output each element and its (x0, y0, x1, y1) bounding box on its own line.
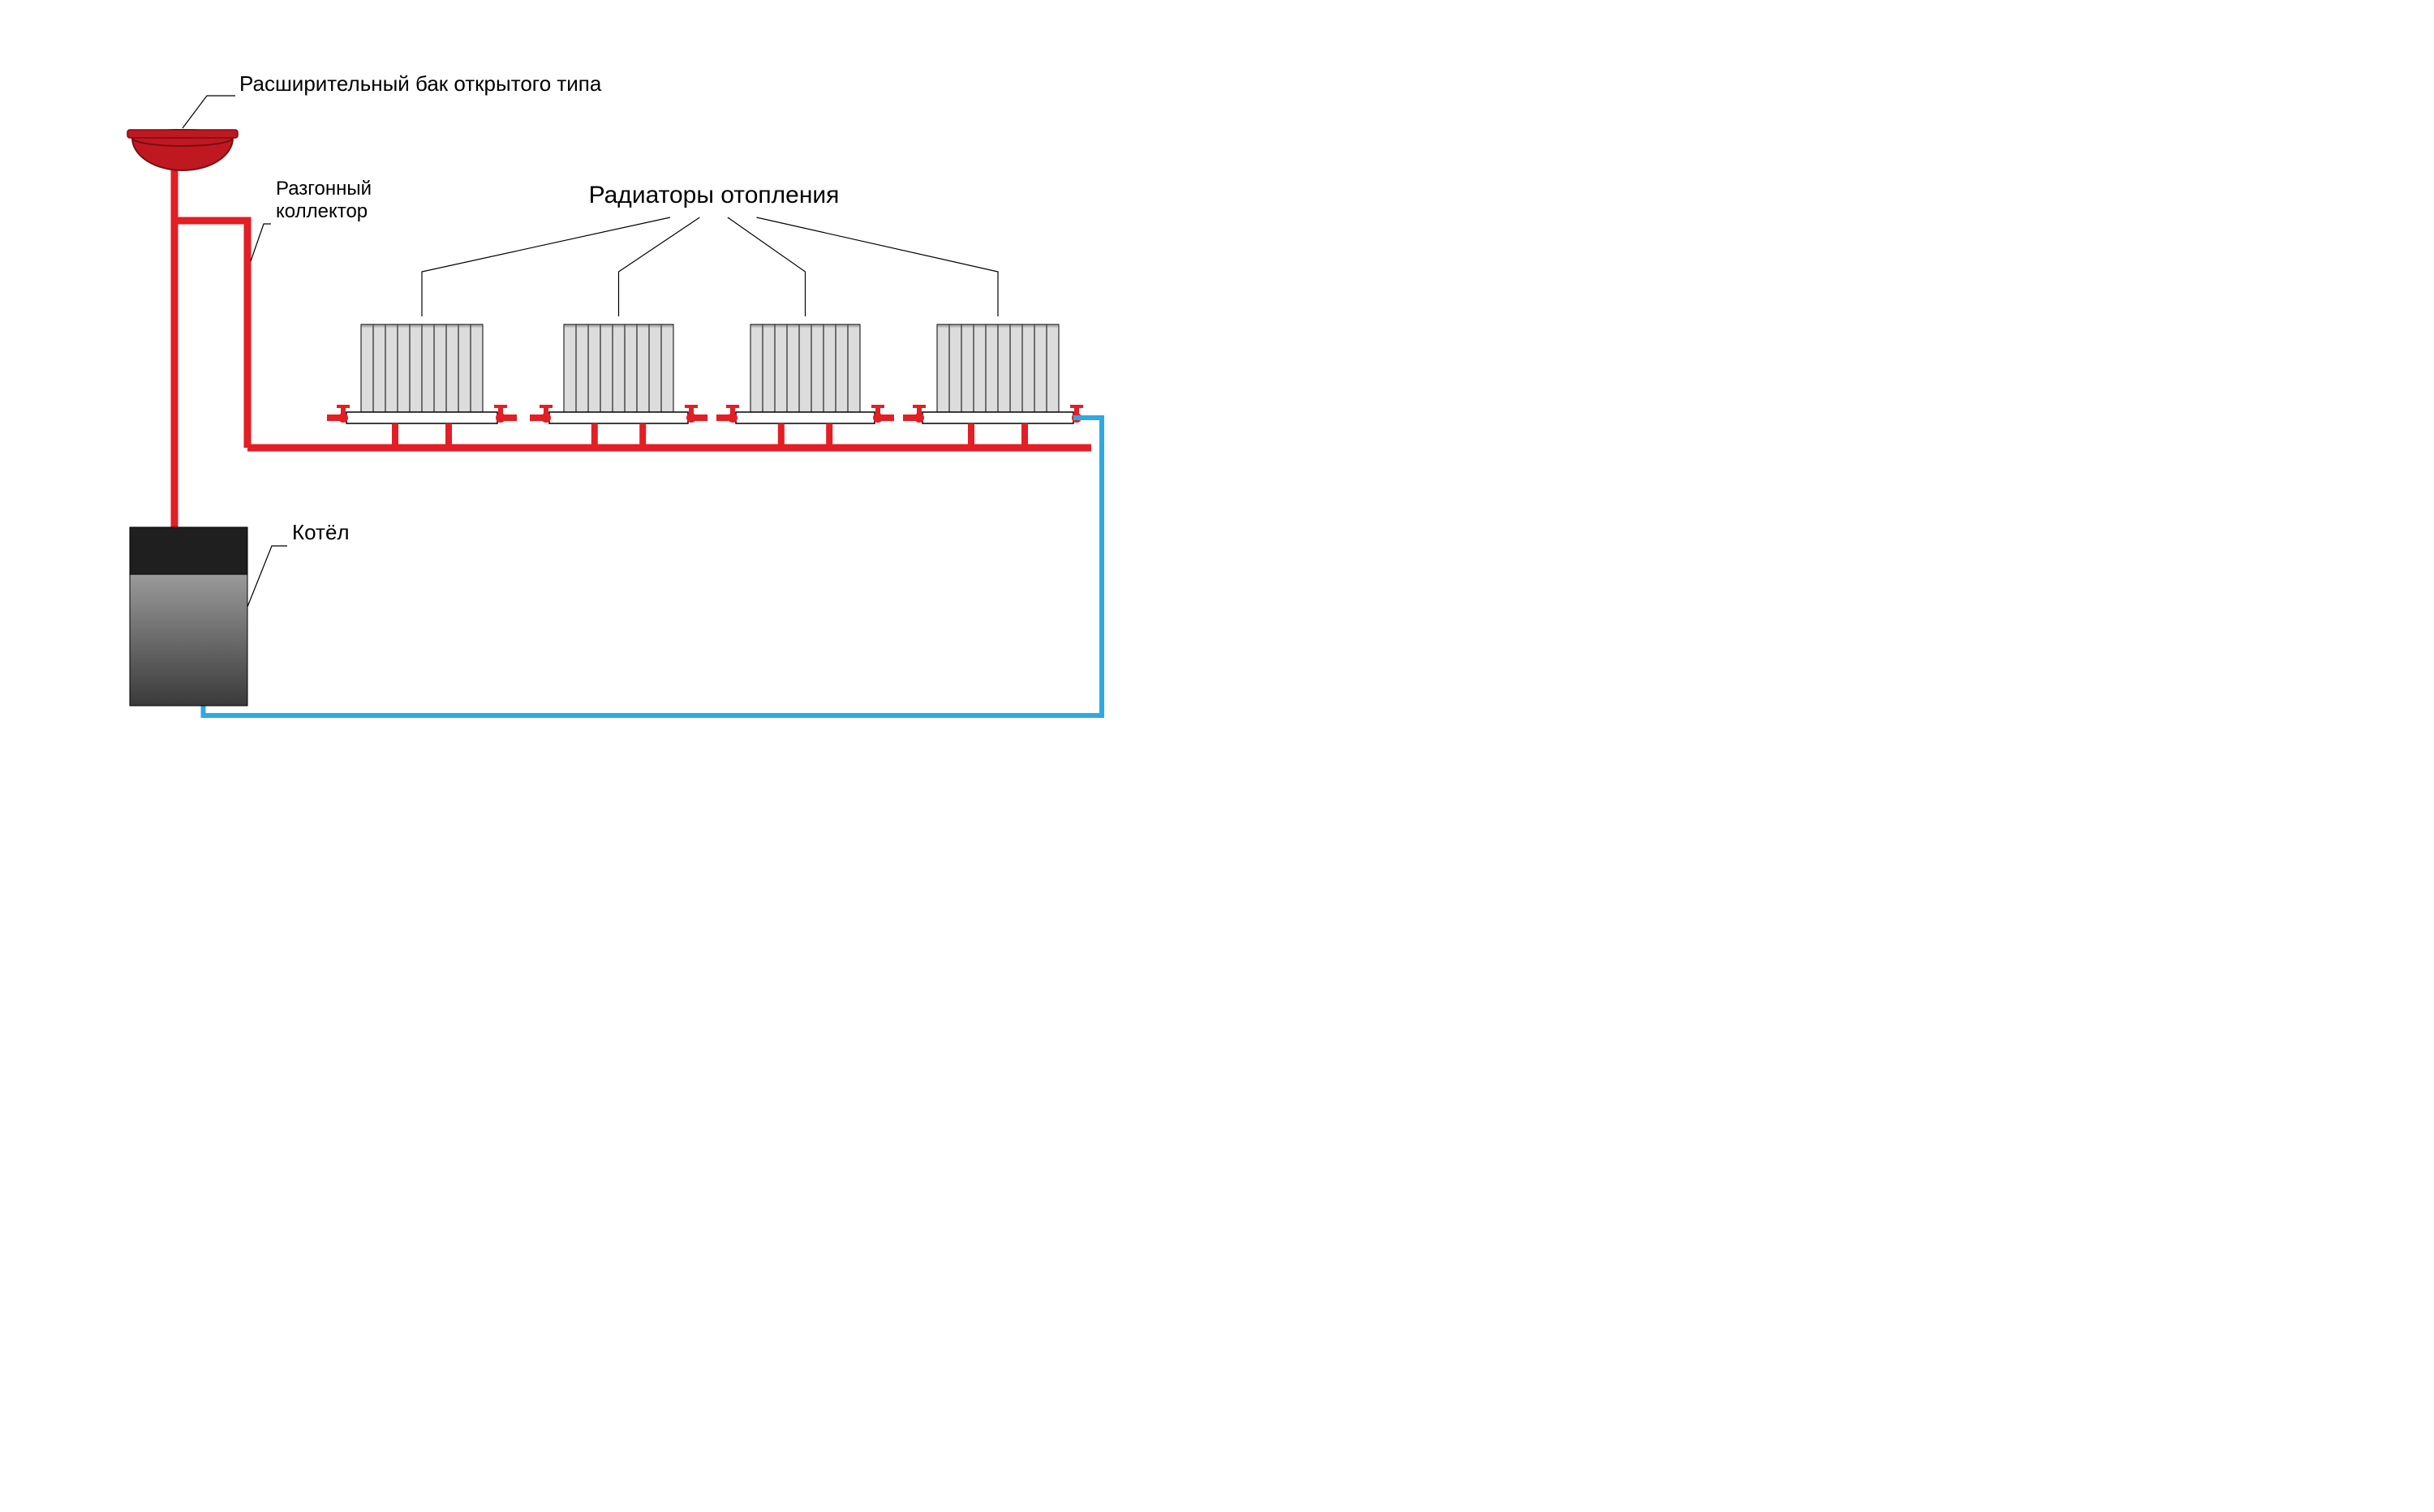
radiator (903, 324, 1102, 448)
leader-line (251, 224, 271, 261)
heating-diagram: Радиаторы отопления Расширительный бак от… (0, 0, 1217, 756)
radiators-label: Радиаторы отопления (589, 182, 840, 208)
expansion-tank-label: Расширительный бак открытого типа (239, 71, 602, 96)
leader-line (422, 217, 670, 316)
booster-collector-label-l1: Разгонный (276, 178, 372, 200)
radiator (716, 324, 894, 448)
radiator (530, 324, 707, 448)
leader-line (619, 217, 700, 316)
booster-collector (174, 221, 247, 448)
leader-line (247, 546, 287, 607)
booster-collector-label-l2: коллектор (276, 200, 368, 222)
radiator (327, 324, 517, 448)
leader-line (757, 217, 999, 316)
boiler-label: Котёл (292, 520, 350, 544)
boiler-icon (130, 527, 247, 706)
leader-line (728, 217, 806, 316)
leader-line (183, 96, 235, 128)
return-pipe (204, 415, 1103, 715)
